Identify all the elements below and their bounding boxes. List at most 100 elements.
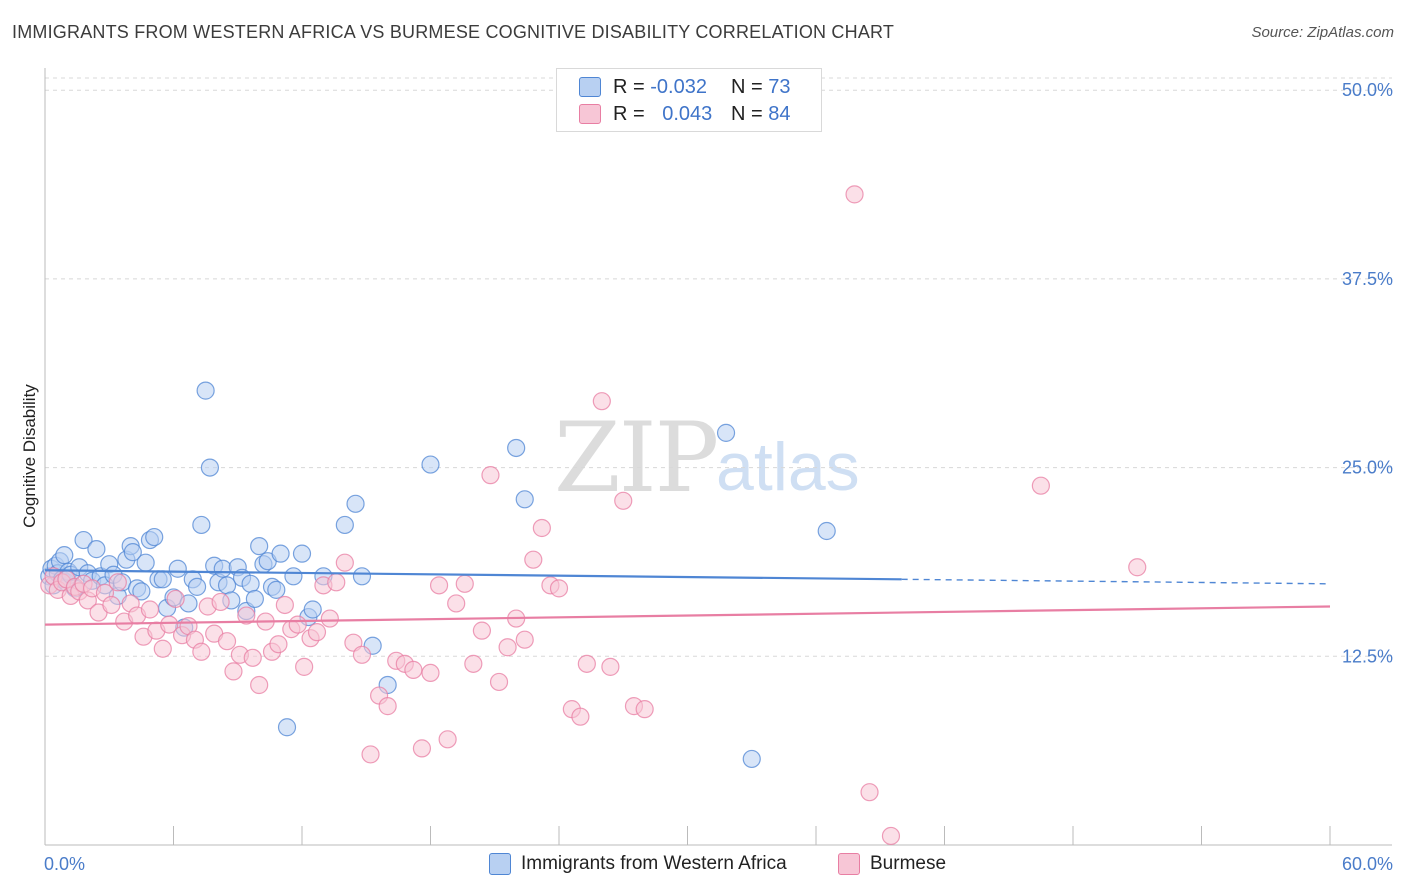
data-point bbox=[87, 540, 106, 559]
y-tick-label: 50.0% bbox=[1342, 80, 1393, 100]
legend-swatch-pink bbox=[579, 104, 601, 124]
data-point bbox=[429, 576, 449, 595]
data-point bbox=[136, 553, 155, 572]
data-point bbox=[237, 606, 256, 625]
data-point bbox=[438, 730, 457, 749]
data-point bbox=[168, 559, 187, 578]
data-point bbox=[1031, 476, 1050, 495]
data-point bbox=[250, 536, 269, 556]
data-point bbox=[489, 672, 509, 692]
data-point bbox=[153, 570, 172, 589]
data-point bbox=[196, 381, 215, 400]
watermark-atlas: atlas bbox=[716, 429, 860, 505]
data-point bbox=[352, 645, 372, 664]
data-point bbox=[145, 527, 164, 547]
data-point bbox=[549, 579, 569, 598]
data-point bbox=[267, 580, 286, 599]
data-point bbox=[498, 638, 517, 657]
data-point bbox=[601, 657, 620, 676]
data-point bbox=[153, 639, 172, 658]
data-point bbox=[742, 749, 761, 769]
data-point bbox=[303, 600, 322, 619]
data-point bbox=[464, 654, 483, 673]
data-point bbox=[614, 491, 633, 510]
legend-row-western-africa: R = -0.032 N = 73 bbox=[579, 74, 791, 100]
data-point bbox=[74, 530, 93, 550]
data-point bbox=[277, 718, 297, 737]
y-tick-label: 25.0% bbox=[1342, 458, 1393, 478]
data-point bbox=[335, 515, 354, 535]
data-point bbox=[515, 630, 534, 649]
data-point bbox=[211, 592, 230, 612]
data-point bbox=[245, 589, 264, 609]
data-point bbox=[481, 466, 500, 485]
data-point bbox=[716, 423, 736, 442]
legend-swatch-blue bbox=[579, 77, 601, 97]
legend-item-burmese: Burmese bbox=[838, 851, 946, 877]
data-point bbox=[123, 543, 142, 562]
data-point bbox=[192, 642, 211, 661]
data-point bbox=[269, 635, 288, 654]
legend-n: N = 84 bbox=[731, 102, 791, 125]
watermark-zip: ZIP bbox=[554, 402, 719, 514]
axes bbox=[44, 68, 1392, 846]
chart-title: IMMIGRANTS FROM WESTERN AFRICA VS BURMES… bbox=[12, 22, 895, 42]
data-point bbox=[515, 490, 534, 509]
data-point bbox=[295, 657, 314, 676]
data-point bbox=[327, 573, 346, 592]
data-point bbox=[845, 185, 864, 204]
data-point bbox=[200, 458, 220, 477]
legend-label: Burmese bbox=[870, 853, 947, 874]
trend-lines bbox=[44, 569, 1331, 626]
data-point bbox=[524, 550, 543, 569]
data-point bbox=[421, 663, 440, 683]
data-point bbox=[243, 648, 262, 667]
legend-row-burmese: R = 0.043 N = 84 bbox=[579, 101, 791, 127]
grid-lines bbox=[45, 77, 1392, 657]
y-tick-label: 37.5% bbox=[1342, 269, 1393, 289]
data-point bbox=[108, 573, 127, 592]
data-point bbox=[378, 697, 397, 716]
data-point bbox=[507, 438, 526, 458]
data-point bbox=[447, 594, 466, 613]
data-point bbox=[472, 621, 491, 640]
legend-swatch-pink bbox=[838, 853, 860, 875]
trend-line-western-africa bbox=[44, 569, 902, 581]
data-point bbox=[361, 745, 380, 764]
legend-label: Immigrants from Western Africa bbox=[521, 853, 787, 874]
data-point bbox=[132, 582, 151, 601]
data-point bbox=[455, 574, 474, 593]
data-point bbox=[320, 609, 339, 628]
legend-item-western-africa: Immigrants from Western Africa bbox=[489, 851, 787, 877]
series-legend: Immigrants from Western Africa Burmese bbox=[0, 851, 1406, 877]
data-point bbox=[284, 567, 303, 586]
legend-n: N = 73 bbox=[731, 75, 791, 98]
data-point bbox=[817, 521, 836, 541]
data-point bbox=[404, 660, 423, 679]
y-axis-label: Cognitive Disability bbox=[20, 384, 39, 528]
data-point bbox=[292, 544, 312, 563]
data-point bbox=[1128, 558, 1147, 577]
data-point bbox=[166, 589, 185, 609]
data-point bbox=[532, 518, 551, 538]
trend-line-western-africa-extrapolated bbox=[901, 578, 1331, 585]
data-point bbox=[881, 826, 901, 846]
x-tick-label: 0.0% bbox=[44, 854, 85, 874]
data-point bbox=[412, 739, 432, 758]
series-burmese-points bbox=[40, 185, 1147, 846]
data-point bbox=[275, 595, 294, 615]
data-point bbox=[421, 455, 440, 474]
data-point bbox=[635, 700, 654, 719]
data-point bbox=[102, 595, 121, 615]
data-point bbox=[335, 553, 354, 572]
tick-labels: 12.5% 25.0% 37.5% 50.0% 0.0% 60.0% bbox=[44, 80, 1393, 874]
data-point bbox=[860, 783, 879, 802]
data-point bbox=[187, 577, 207, 596]
data-point bbox=[217, 632, 237, 651]
source-credit: Source: ZipAtlas.com bbox=[1251, 24, 1394, 41]
data-point bbox=[224, 662, 243, 681]
data-point bbox=[352, 567, 372, 586]
x-tick-label: 60.0% bbox=[1342, 854, 1393, 874]
legend-swatch-blue bbox=[489, 853, 511, 875]
